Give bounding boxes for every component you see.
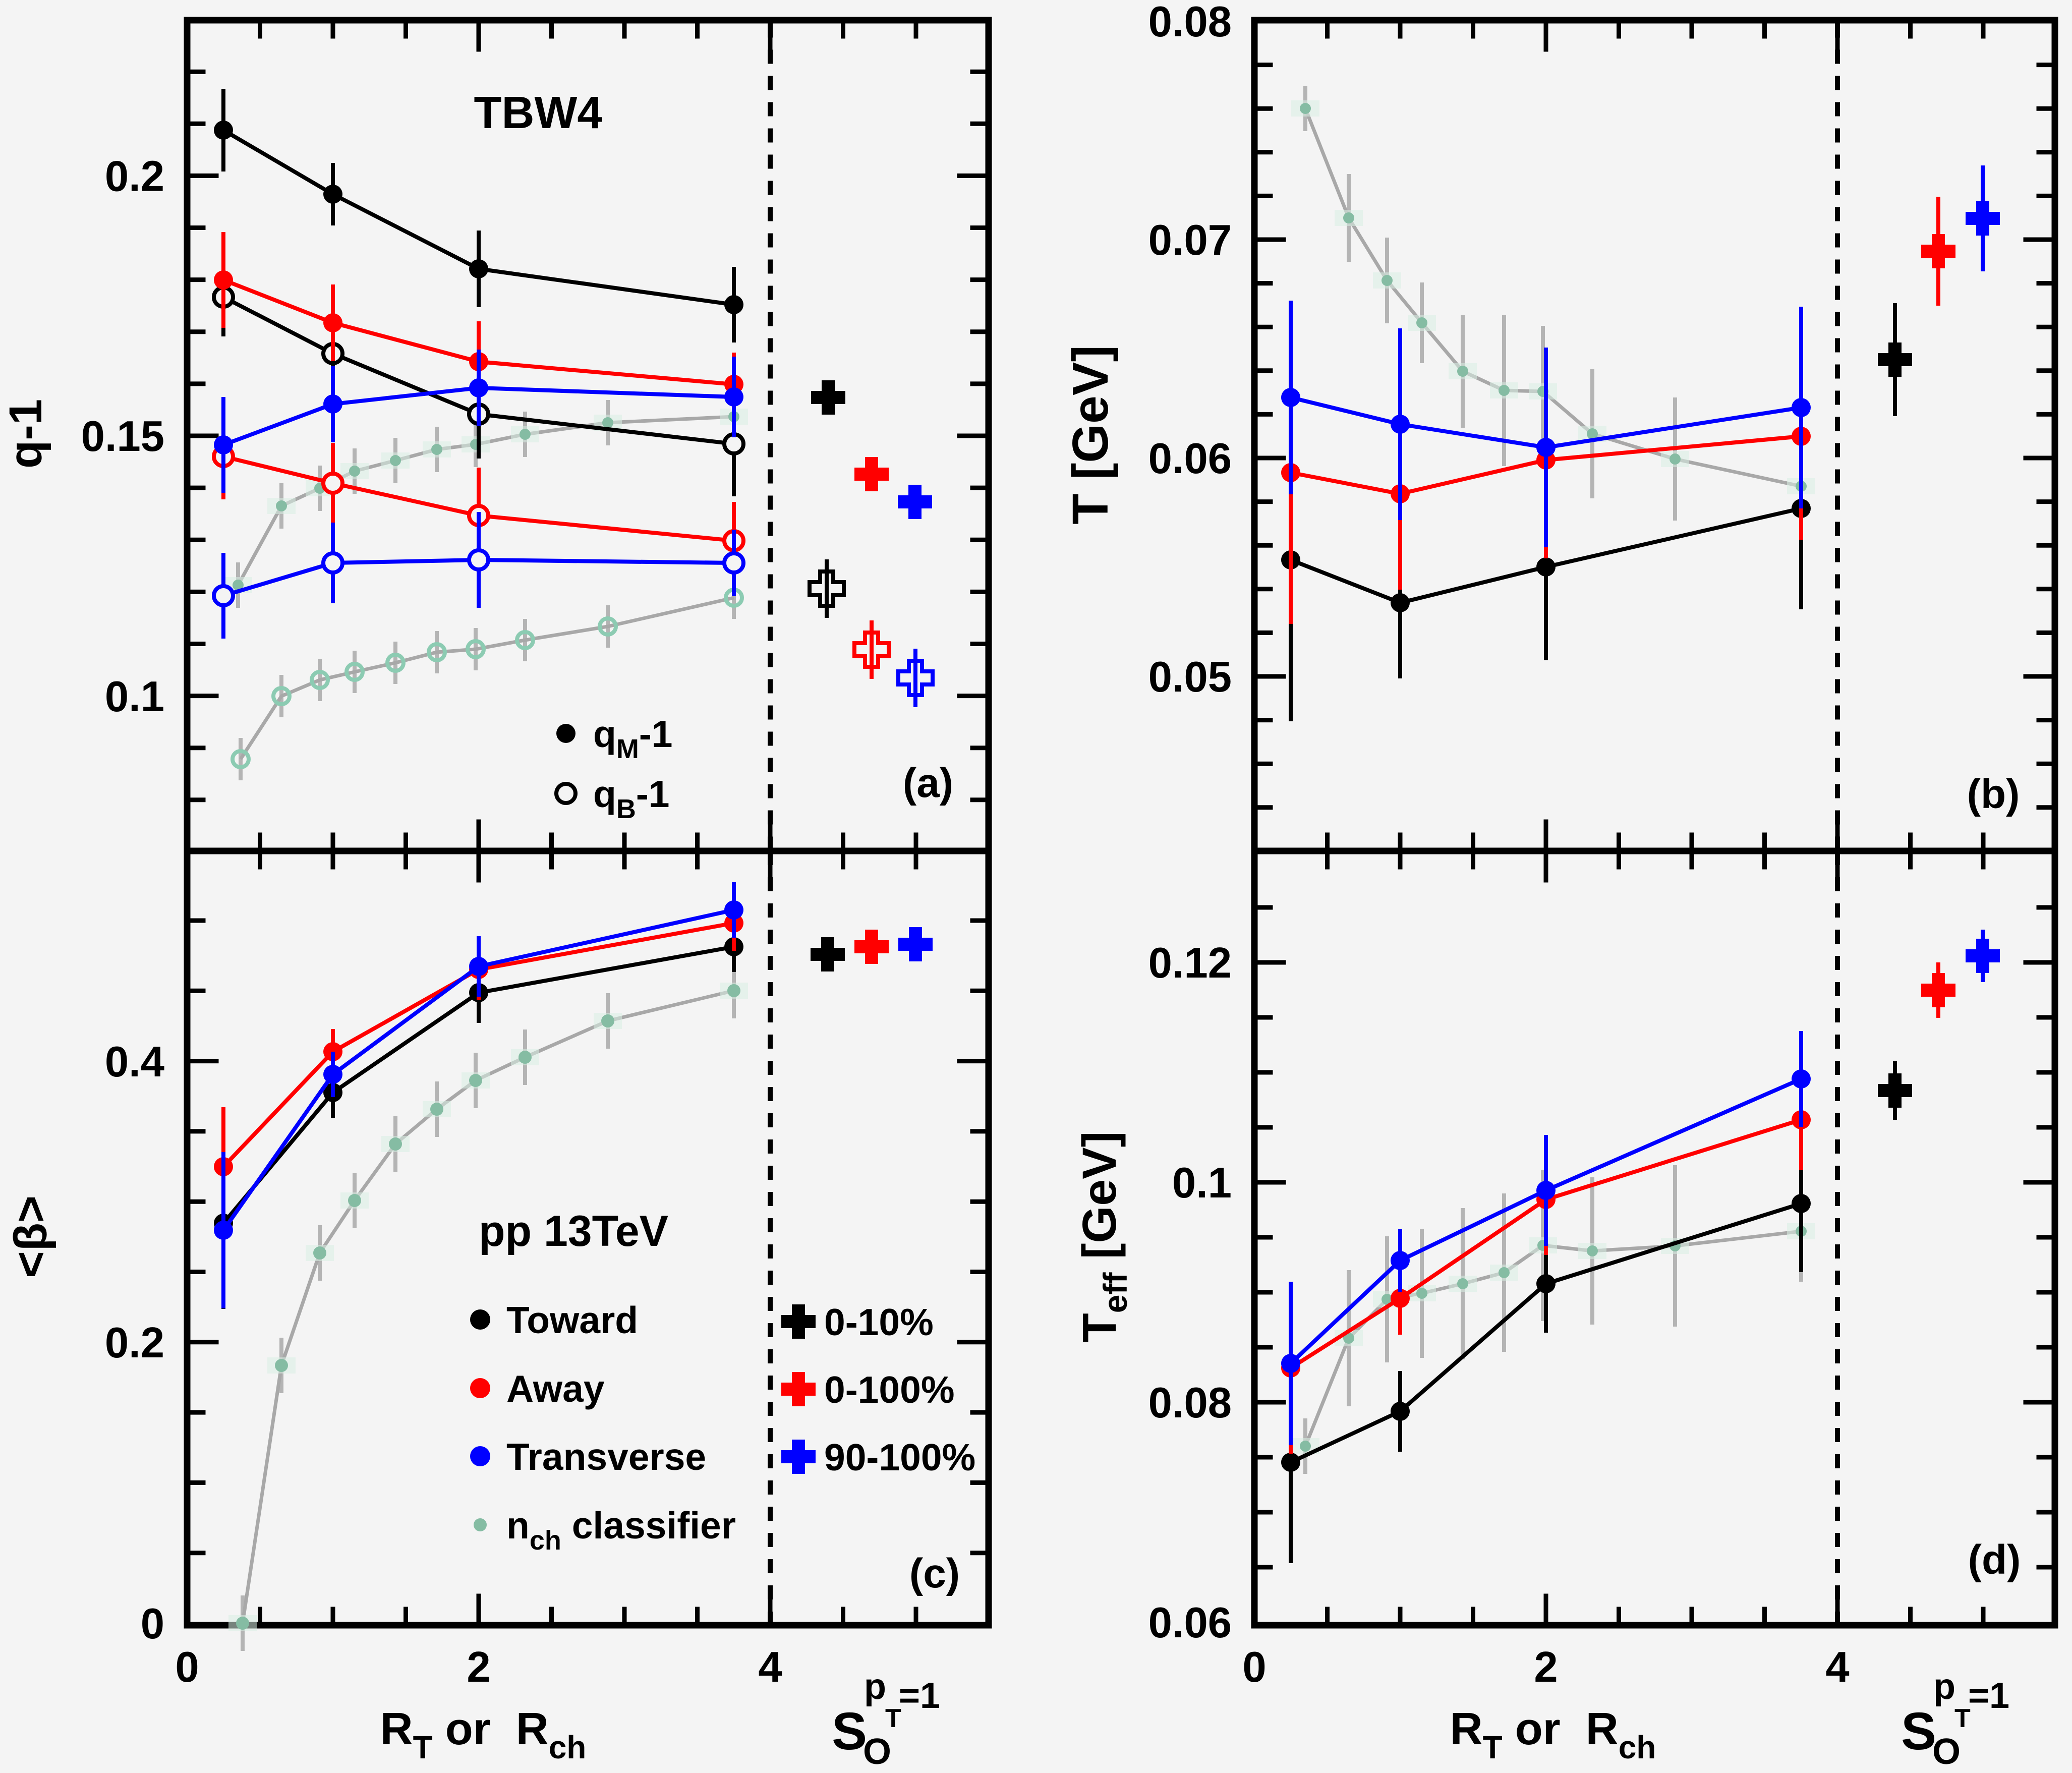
svg-text:p: p	[1933, 1667, 1955, 1707]
svg-text:0.06: 0.06	[1148, 1599, 1232, 1647]
svg-text:=1: =1	[899, 1676, 940, 1716]
svg-text:0.08: 0.08	[1148, 0, 1232, 46]
svg-text:O: O	[1932, 1732, 1961, 1770]
svg-text:0: 0	[1242, 1643, 1266, 1691]
svg-text:4: 4	[758, 1643, 782, 1691]
svg-text:(d): (d)	[1968, 1537, 2021, 1583]
svg-text:0.1: 0.1	[1172, 1159, 1232, 1207]
svg-text:4: 4	[1825, 1643, 1849, 1691]
svg-text:Toward: Toward	[506, 1299, 638, 1341]
svg-text:O: O	[863, 1732, 891, 1770]
svg-text:0.05: 0.05	[1148, 653, 1232, 701]
svg-text:0.06: 0.06	[1148, 435, 1232, 483]
svg-text:(b): (b)	[1967, 771, 2020, 817]
svg-text:0.4: 0.4	[105, 1038, 164, 1086]
svg-text:S: S	[1901, 1702, 1936, 1761]
svg-text:RT or Rch: RT or Rch	[1450, 1704, 1656, 1765]
svg-text:0: 0	[141, 1600, 164, 1648]
svg-text:0-100%: 0-100%	[824, 1368, 955, 1411]
svg-text:0-10%: 0-10%	[824, 1301, 934, 1343]
svg-text:Transverse: Transverse	[506, 1436, 706, 1478]
svg-text:0.2: 0.2	[105, 153, 164, 201]
svg-text:<β>: <β>	[5, 1195, 56, 1278]
svg-text:=1: =1	[1968, 1676, 2009, 1716]
svg-text:0.1: 0.1	[105, 673, 164, 721]
svg-text:S: S	[832, 1702, 867, 1761]
svg-text:T: T	[1954, 1704, 1971, 1733]
svg-text:p: p	[864, 1667, 886, 1707]
svg-text:(c): (c)	[909, 1551, 960, 1596]
svg-text:TBW4: TBW4	[474, 88, 603, 138]
svg-text:0.08: 0.08	[1148, 1379, 1232, 1427]
svg-text:0.07: 0.07	[1148, 216, 1232, 264]
svg-text:Teff [GeV]: Teff [GeV]	[1073, 1131, 1134, 1342]
svg-text:0.2: 0.2	[105, 1319, 164, 1367]
svg-text:0.12: 0.12	[1148, 939, 1232, 987]
svg-text:0: 0	[175, 1643, 199, 1691]
svg-text:Away: Away	[506, 1367, 605, 1410]
svg-text:0.15: 0.15	[81, 413, 164, 461]
svg-text:2: 2	[467, 1643, 490, 1691]
svg-text:(a): (a)	[903, 760, 953, 806]
svg-text:T [GeV]: T [GeV]	[1062, 345, 1119, 525]
svg-text:q-1: q-1	[0, 399, 51, 469]
svg-text:90-100%: 90-100%	[824, 1436, 975, 1478]
svg-text:pp 13TeV: pp 13TeV	[479, 1207, 668, 1255]
svg-text:2: 2	[1534, 1643, 1558, 1691]
svg-text:T: T	[885, 1704, 901, 1733]
